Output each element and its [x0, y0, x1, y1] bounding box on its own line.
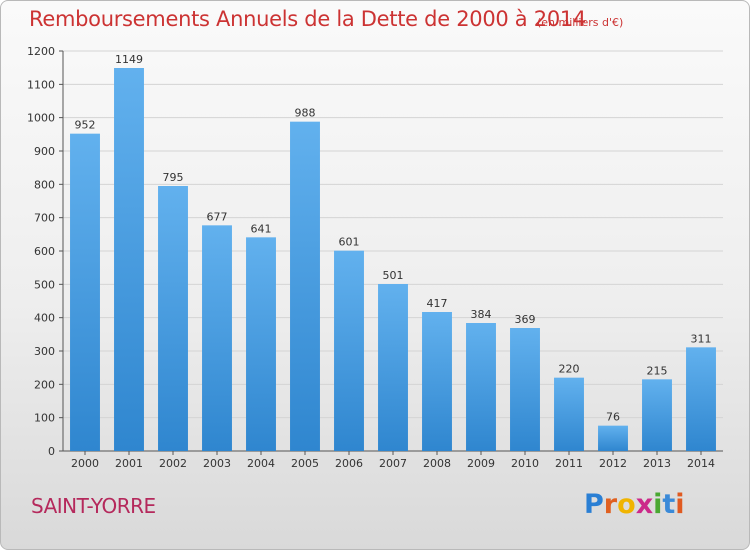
bar: [202, 225, 232, 451]
bar: [422, 312, 452, 451]
data-label: 311: [691, 332, 712, 345]
bar: [686, 347, 716, 451]
x-tick-label: 2004: [247, 457, 275, 470]
y-tick-label: 600: [34, 245, 55, 258]
y-tick-label: 400: [34, 312, 55, 325]
x-tick-label: 2014: [687, 457, 715, 470]
logo-letter: r: [603, 489, 618, 520]
x-tick-label: 2001: [115, 457, 143, 470]
data-label: 795: [163, 171, 184, 184]
bar: [510, 328, 540, 451]
x-tick-label: 2003: [203, 457, 231, 470]
bar: [334, 250, 364, 451]
x-tick-label: 2008: [423, 457, 451, 470]
bar: [642, 379, 672, 451]
y-tick-label: 1200: [27, 45, 55, 58]
y-tick-label: 800: [34, 178, 55, 191]
data-label: 641: [251, 222, 272, 235]
proxiti-logo: Proxiti: [584, 489, 685, 520]
logo-letter: i: [653, 489, 663, 520]
x-tick-label: 2005: [291, 457, 319, 470]
y-tick-label: 500: [34, 278, 55, 291]
bar: [466, 323, 496, 451]
logo-letter: o: [617, 489, 636, 520]
data-label: 988: [295, 107, 316, 120]
data-label: 384: [471, 308, 492, 321]
bar: [114, 68, 144, 451]
city-name: SAINT-YORRE: [31, 494, 156, 518]
x-tick-label: 2000: [71, 457, 99, 470]
logo-letter: i: [675, 489, 685, 520]
logo-letter: t: [662, 489, 676, 520]
data-label: 215: [647, 364, 668, 377]
bar: [598, 425, 628, 451]
x-tick-label: 2013: [643, 457, 671, 470]
y-tick-label: 300: [34, 345, 55, 358]
x-tick-label: 2012: [599, 457, 627, 470]
data-label: 501: [383, 269, 404, 282]
y-tick-label: 700: [34, 212, 55, 225]
y-tick-label: 900: [34, 145, 55, 158]
bar: [246, 237, 276, 451]
y-tick-label: 1100: [27, 78, 55, 91]
x-tick-label: 2010: [511, 457, 539, 470]
y-tick-label: 1000: [27, 112, 55, 125]
data-label: 369: [515, 313, 536, 326]
chart-unit: (en milliers d'€): [537, 16, 624, 29]
bar: [158, 186, 188, 451]
data-label: 417: [427, 297, 448, 310]
logo-letter: x: [635, 489, 654, 520]
y-tick-label: 200: [34, 378, 55, 391]
x-tick-label: 2007: [379, 457, 407, 470]
data-label: 677: [207, 210, 228, 223]
bar-chart: 0 100 200 300 400 500 600 700 800 900 1000 1100 1200…: [27, 45, 723, 470]
logo-letter: P: [584, 489, 604, 520]
chart-title: Remboursements Annuels de la Dette de 20…: [29, 7, 586, 31]
x-tick-label: 2011: [555, 457, 583, 470]
data-label: 76: [606, 411, 620, 424]
x-tick-label: 2009: [467, 457, 495, 470]
bar: [554, 377, 584, 451]
bar: [290, 121, 320, 452]
data-label: 952: [75, 119, 96, 132]
data-label: 220: [559, 363, 580, 376]
x-tick-label: 2002: [159, 457, 187, 470]
x-tick-label: 2006: [335, 457, 363, 470]
y-tick-label: 0: [48, 445, 55, 458]
y-tick-label: 100: [34, 412, 55, 425]
data-label: 1149: [115, 53, 143, 66]
bar: [70, 133, 100, 451]
bar: [378, 284, 408, 451]
data-label: 601: [339, 236, 360, 249]
